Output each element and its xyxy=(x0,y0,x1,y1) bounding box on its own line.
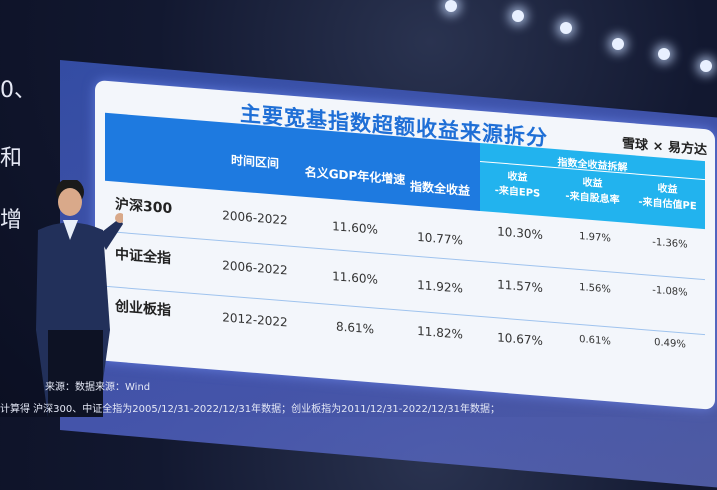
cell-period: 2006-2022 xyxy=(222,258,288,278)
side-text: 0、 xyxy=(0,78,36,103)
speaker xyxy=(36,180,123,417)
footer-source: 来源：数据来源：Wind xyxy=(45,382,151,393)
stage-light xyxy=(512,10,524,22)
cell-pe: -1.36% xyxy=(652,236,688,251)
header-dividend: 收益 -来自股息率 xyxy=(565,177,620,207)
sponsor-logo: 雪球 × 易方达 xyxy=(622,136,707,159)
cell-pe: -1.08% xyxy=(652,284,688,299)
side-text: 增 xyxy=(0,208,23,233)
cell-period: 2006-2022 xyxy=(222,208,288,228)
cell-total: 10.77% xyxy=(417,229,463,248)
header-eps: 收益 -来自EPS xyxy=(494,171,541,200)
cell-pe: 0.49% xyxy=(654,336,686,351)
stage-light xyxy=(445,0,457,12)
row-name: 中证全指 xyxy=(115,246,171,268)
stage-light xyxy=(658,48,670,60)
cell-gdp: 8.61% xyxy=(335,319,375,337)
cell-period: 2012-2022 xyxy=(222,310,288,330)
stage-light xyxy=(612,38,624,50)
header-pe: 收益 -来自估值PE xyxy=(638,183,697,213)
slide-table: 主要宽基指数超额收益来源拆分 雪球 × 易方达 时间区间 名义GDP年化增速 指… xyxy=(95,80,715,410)
stage-light xyxy=(560,22,572,34)
cell-gdp: 11.60% xyxy=(332,269,378,287)
stage-light xyxy=(700,60,712,72)
side-text: 和 xyxy=(0,146,23,171)
footer-note: 计算得 沪深300、中证全指为2005/12/31-2022/12/31年数据；… xyxy=(0,404,501,415)
cell-gdp: 11.60% xyxy=(332,219,378,237)
row-name: 创业板指 xyxy=(115,298,171,320)
row-name: 沪深300 xyxy=(115,196,173,218)
cell-total: 11.82% xyxy=(417,323,463,342)
cell-total: 11.92% xyxy=(417,277,463,296)
